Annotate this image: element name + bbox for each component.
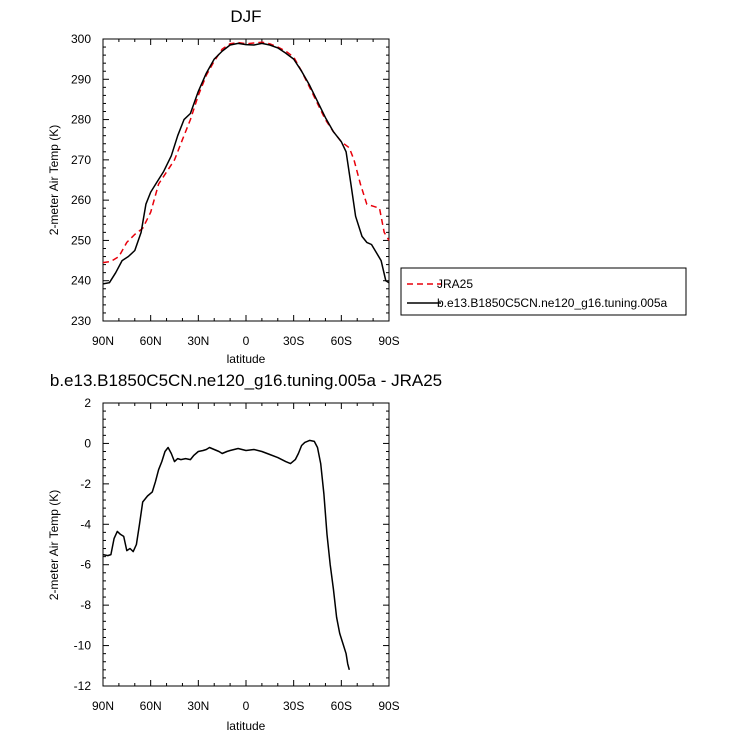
top-chart-title: DJF bbox=[230, 7, 261, 26]
legend-box bbox=[400, 267, 687, 316]
y-tick-label: -8 bbox=[80, 598, 91, 612]
y-tick-label: 2 bbox=[84, 396, 91, 410]
bottom-chart-title: b.e13.B1850C5CN.ne120_g16.tuning.005a - … bbox=[50, 371, 442, 390]
y-tick-label: -2 bbox=[80, 477, 91, 491]
series-line-jra25 bbox=[102, 41, 390, 264]
x-tick-label: 0 bbox=[243, 699, 250, 713]
series-line-b-e13-b1850c5cn-ne120-g16-tuning-005a bbox=[102, 42, 390, 285]
bottom-y-axis-label: 2-meter Air Temp (K) bbox=[47, 490, 61, 600]
x-tick-label: 90S bbox=[378, 699, 399, 713]
bottom-x-axis-label: latitude bbox=[227, 719, 266, 733]
bottom-axes: 90N 60N 30N 0 30S 60S 90S -12 -10 -8 -6 -4 -2 0 2 bbox=[74, 396, 400, 713]
x-tick-label: 30N bbox=[187, 699, 209, 713]
x-tick-label: 60N bbox=[140, 699, 162, 713]
y-tick-label: -4 bbox=[80, 517, 91, 531]
plot-frame bbox=[102, 38, 390, 322]
y-tick-label: 280 bbox=[71, 113, 91, 127]
y-tick-label: -12 bbox=[74, 679, 92, 693]
x-tick-label: 90S bbox=[378, 334, 399, 348]
y-tick-label: 300 bbox=[71, 32, 91, 46]
y-tick-label: 290 bbox=[71, 72, 91, 86]
top-axes: 90N 60N 30N 0 30S 60S 90S 230 240 250 260 270 280 290… bbox=[71, 32, 400, 348]
top-x-axis-label: latitude bbox=[227, 352, 266, 366]
x-tick-label: 60N bbox=[140, 334, 162, 348]
top-y-axis-label: 2-meter Air Temp (K) bbox=[47, 125, 61, 235]
legend-label-model: b.e13.B1850C5CN.ne120_g16.tuning.005a bbox=[437, 296, 668, 310]
y-tick-label: 230 bbox=[71, 314, 91, 328]
x-tick-label: 60S bbox=[331, 699, 352, 713]
top-series-lines bbox=[102, 41, 390, 285]
x-tick-label: 60S bbox=[331, 334, 352, 348]
series-line-difference bbox=[102, 439, 351, 670]
legend-label-jra25: JRA25 bbox=[437, 277, 473, 291]
bottom-series-lines bbox=[102, 439, 351, 670]
x-tick-label: 30S bbox=[283, 699, 304, 713]
x-tick-label: 90N bbox=[92, 334, 114, 348]
y-tick-label: 260 bbox=[71, 193, 91, 207]
top-panel: DJF 2-meter Air Temp (K) latitude 90N 60N… bbox=[47, 7, 687, 366]
y-tick-label: 270 bbox=[71, 153, 91, 167]
y-tick-label: 250 bbox=[71, 233, 91, 247]
x-tick-label: 0 bbox=[243, 334, 250, 348]
x-tick-label: 90N bbox=[92, 699, 114, 713]
plot-frame bbox=[102, 402, 390, 687]
y-tick-label: -10 bbox=[74, 639, 92, 653]
x-tick-label: 30N bbox=[187, 334, 209, 348]
y-tick-label: 0 bbox=[84, 436, 91, 450]
bottom-panel: b.e13.B1850C5CN.ne120_g16.tuning.005a - … bbox=[47, 371, 442, 733]
legend: JRA25 b.e13.B1850C5CN.ne120_g16.tuning.0… bbox=[400, 267, 687, 316]
x-tick-label: 30S bbox=[283, 334, 304, 348]
y-tick-label: -6 bbox=[80, 558, 91, 572]
y-tick-label: 240 bbox=[71, 274, 91, 288]
